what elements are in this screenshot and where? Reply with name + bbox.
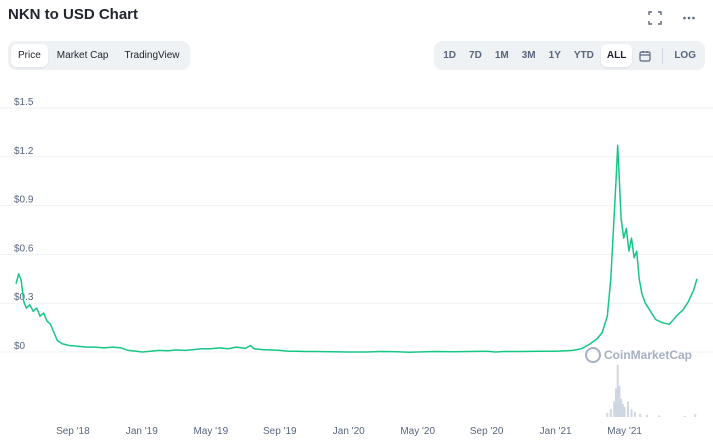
volume-bar [616, 365, 619, 417]
x-tick-label: Jan '21 [540, 426, 572, 437]
chart-title: NKN to USD Chart [8, 6, 138, 23]
chart-toolbar [647, 10, 697, 26]
volume-bar [613, 401, 616, 417]
watermark-text: CoinMarketCap [604, 348, 692, 362]
chart-type-tabs: Price Market Cap TradingView [8, 41, 190, 70]
x-tick-label: Sep '20 [470, 426, 504, 437]
volume-bar [633, 411, 636, 417]
price-line [15, 144, 698, 354]
volume-bar [614, 388, 617, 417]
volume-bar [609, 409, 612, 417]
y-tick-label: $1.2 [14, 146, 34, 157]
volume-bar [618, 385, 621, 417]
volume-bar [639, 413, 642, 417]
volume-bar [630, 409, 633, 417]
range-1m[interactable]: 1M [494, 50, 509, 61]
range-1y[interactable]: 1Y [548, 50, 561, 61]
divider [662, 47, 664, 64]
volume-bar [646, 414, 649, 417]
volume-bar [623, 406, 626, 417]
range-3m[interactable]: 3M [521, 50, 536, 61]
tab-tradingview[interactable]: TradingView [124, 50, 180, 61]
fullscreen-icon[interactable] [647, 10, 663, 26]
volume-bar [621, 404, 624, 417]
log-toggle[interactable]: LOG [674, 50, 696, 61]
range-1d[interactable]: 1D [443, 50, 457, 61]
volume-bar [658, 415, 661, 417]
x-tick-label: May '20 [400, 426, 435, 437]
volume-bar [627, 401, 630, 417]
range-all[interactable]: ALL [600, 44, 633, 67]
y-tick-label: $0 [14, 341, 26, 352]
calendar-icon[interactable] [633, 44, 657, 67]
tab-price[interactable]: Price [11, 44, 48, 67]
tab-market-cap[interactable]: Market Cap [56, 50, 109, 61]
volume-bars [606, 365, 697, 417]
range-7d[interactable]: 7D [469, 50, 482, 61]
chart-grid [0, 107, 713, 353]
volume-bar [606, 412, 609, 417]
volume-bar [683, 415, 686, 417]
more-icon[interactable] [681, 10, 697, 26]
x-axis: Sep '18 Jan '19 May '19 Sep '19 Jan '20 May '… [56, 426, 642, 437]
y-tick-label: $0.9 [14, 195, 34, 206]
y-tick-label: $0.6 [14, 243, 34, 254]
y-axis: $0$0.3$0.6$0.9$1.2$1.5 [14, 97, 34, 352]
volume-bar [694, 414, 697, 417]
coinmarketcap-logo-icon [585, 347, 601, 363]
watermark: CoinMarketCap [585, 347, 692, 363]
volume-bar [620, 398, 623, 417]
x-tick-label: May '21 [607, 426, 642, 437]
range-ytd[interactable]: YTD [573, 50, 594, 61]
x-tick-label: Jan '20 [333, 426, 365, 437]
x-tick-label: Sep '18 [56, 426, 90, 437]
price-chart[interactable]: $0$0.3$0.6$0.9$1.2$1.5 CoinMarketCap Sep… [0, 90, 713, 444]
x-tick-label: Jan '19 [126, 426, 158, 437]
x-tick-label: Sep '19 [263, 426, 297, 437]
y-tick-label: $1.5 [14, 97, 34, 108]
range-selector: 1D 7D 1M 3M 1Y YTD ALL LOG [434, 41, 705, 70]
x-tick-label: May '19 [193, 426, 228, 437]
